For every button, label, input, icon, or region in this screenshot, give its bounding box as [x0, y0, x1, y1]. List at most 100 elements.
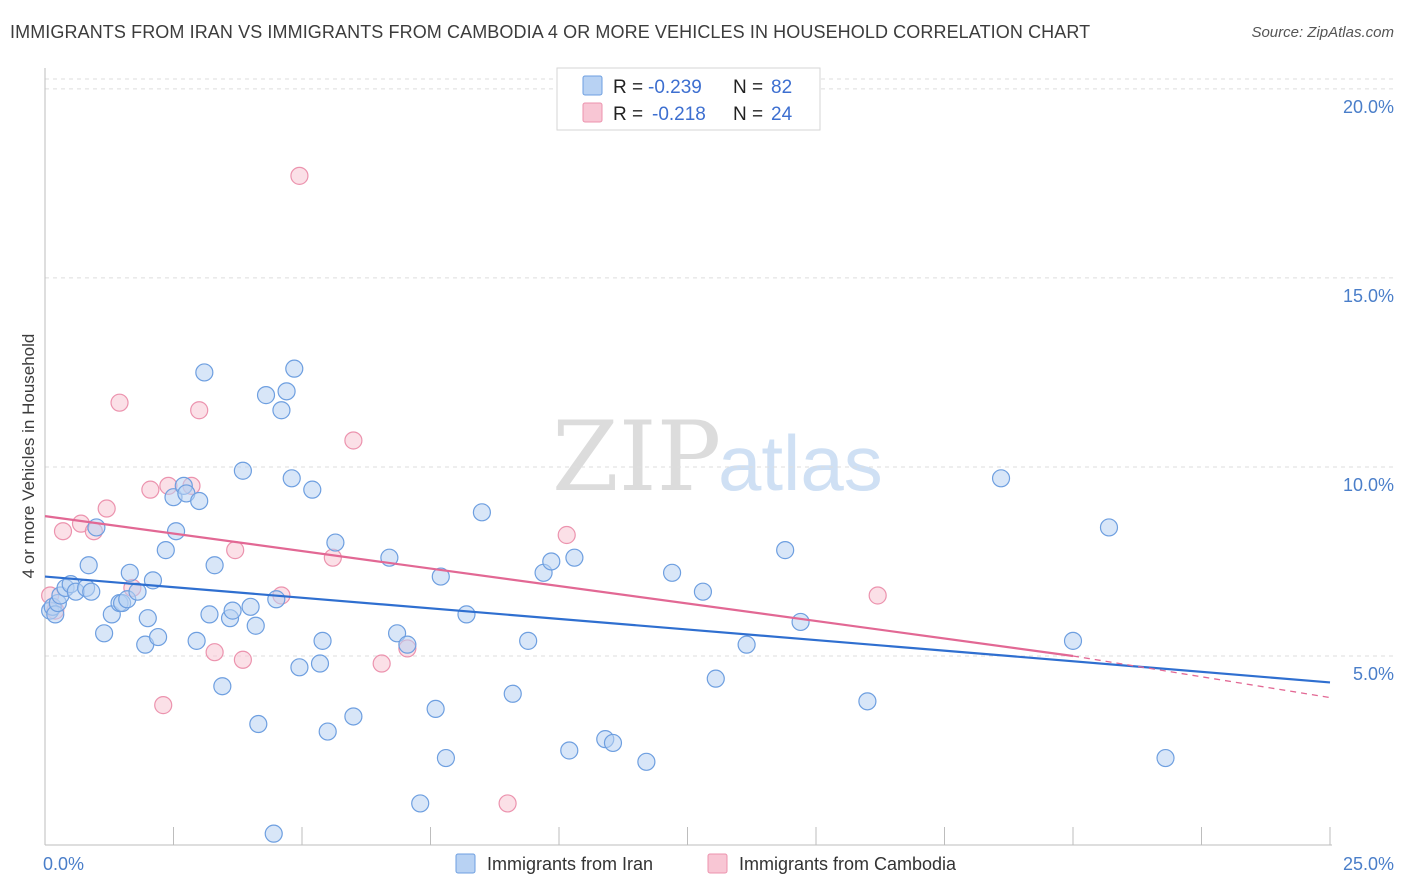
y-axis-label: 4 or more Vehicles in Household: [19, 334, 38, 579]
trend-lines: [44, 515, 1331, 699]
iran-point: [776, 541, 795, 560]
cambodia-point: [498, 794, 517, 813]
iran-point: [542, 552, 561, 571]
iran-point: [637, 752, 656, 771]
iran-point: [472, 503, 491, 522]
legend-cambodia-r-value: -0.218: [652, 104, 706, 125]
gridlines: [45, 78, 1395, 657]
iran-point: [503, 684, 522, 703]
iran-point: [79, 556, 98, 575]
iran-point: [205, 556, 224, 575]
cambodia-point: [110, 393, 129, 412]
iran-point: [318, 722, 337, 741]
iran-point: [187, 631, 206, 650]
legend-bottom-cambodia-label: Immigrants from Cambodia: [739, 854, 957, 874]
legend-cambodia-n-value: 24: [771, 104, 793, 125]
iran-point: [326, 533, 345, 552]
iran-point: [241, 597, 260, 616]
y-tick-labels: 5.0% 10.0% 15.0% 20.0%: [1343, 97, 1394, 684]
cambodia-point: [141, 480, 160, 499]
iran-point: [436, 748, 456, 768]
cambodia-point: [190, 401, 209, 420]
iran-point: [387, 624, 407, 643]
iran-point: [457, 605, 476, 624]
iran-point: [603, 733, 623, 753]
iran-point: [411, 794, 430, 813]
cambodia-point: [372, 654, 391, 673]
trend-line-iran: [44, 575, 1331, 684]
legend-bottom: Immigrants from Iran Immigrants from Cam…: [455, 853, 957, 874]
x-axis-ticks: [44, 827, 1331, 845]
y-tick-label: 20.0%: [1343, 97, 1394, 117]
iran-point: [249, 714, 268, 734]
trend-line-cambodia: [44, 515, 1074, 658]
iran-point: [426, 699, 445, 719]
iran-point: [82, 582, 101, 601]
cambodia-point: [323, 548, 342, 567]
legend-iran-r-label: R =: [613, 77, 643, 98]
cambodia-point: [97, 499, 116, 518]
iran-point: [246, 616, 265, 635]
y-tick-label: 15.0%: [1343, 286, 1394, 306]
cambodia-point: [868, 586, 887, 605]
iran-point: [1156, 748, 1175, 768]
iran-point: [431, 567, 450, 586]
iran-point: [310, 654, 330, 673]
legend-iran-n-value: 82: [771, 77, 792, 98]
x-tick-label-min: 0.0%: [43, 854, 84, 874]
iran-point: [858, 692, 877, 711]
iran-point: [200, 605, 219, 624]
iran-point: [313, 631, 332, 650]
series-iran-points: [41, 359, 1175, 843]
iran-point: [560, 741, 579, 760]
iran-point: [277, 382, 296, 401]
watermark-atlas: atlas: [718, 419, 883, 507]
cambodia-point: [344, 431, 363, 450]
y-tick-label: 5.0%: [1353, 664, 1394, 684]
legend-top: R = -0.239 N = 82 R = -0.218 N = 24: [556, 67, 821, 131]
legend-bottom-iran-swatch: [455, 853, 476, 874]
legend-cambodia-r-label: R =: [613, 104, 643, 125]
iran-point: [737, 635, 756, 654]
x-tick-label-max: 25.0%: [1343, 854, 1394, 874]
cambodia-point: [154, 696, 173, 715]
legend-cambodia-swatch: [582, 102, 603, 123]
iran-point: [213, 677, 232, 696]
cambodia-point: [53, 522, 73, 541]
iran-point: [791, 612, 810, 632]
cambodia-point: [290, 166, 309, 185]
iran-point: [662, 563, 682, 582]
iran-point: [264, 824, 283, 843]
iran-point: [138, 609, 157, 628]
iran-point: [991, 469, 1011, 488]
iran-point: [1063, 631, 1083, 650]
legend-iran-n-label: N =: [733, 77, 763, 98]
iran-point: [282, 469, 301, 488]
iran-point: [195, 363, 214, 382]
cambodia-point: [557, 525, 576, 545]
iran-point: [565, 548, 584, 567]
iran-point: [166, 522, 186, 541]
y-tick-label: 10.0%: [1343, 475, 1394, 495]
iran-point: [303, 480, 322, 499]
iran-point: [1099, 518, 1119, 537]
legend-iran-r-value: -0.239: [648, 77, 702, 98]
iran-point: [267, 590, 286, 609]
legend-iran-swatch: [582, 75, 603, 96]
iran-point: [256, 386, 276, 405]
trend-line-cambodia-extension: [1072, 655, 1331, 699]
iran-point: [272, 401, 291, 420]
iran-point: [95, 624, 114, 643]
iran-point: [344, 707, 363, 726]
watermark-zip: ZIP: [552, 401, 721, 513]
chart-title: IMMIGRANTS FROM IRAN VS IMMIGRANTS FROM …: [10, 22, 1091, 42]
iran-point: [190, 491, 209, 511]
legend-cambodia-n-label: N =: [733, 104, 763, 125]
iran-point: [519, 631, 538, 650]
iran-point: [693, 582, 713, 601]
iran-point: [120, 563, 139, 582]
iran-point: [398, 635, 417, 654]
cambodia-point: [233, 650, 252, 669]
source-label: Source: ZipAtlas.com: [1251, 24, 1394, 41]
